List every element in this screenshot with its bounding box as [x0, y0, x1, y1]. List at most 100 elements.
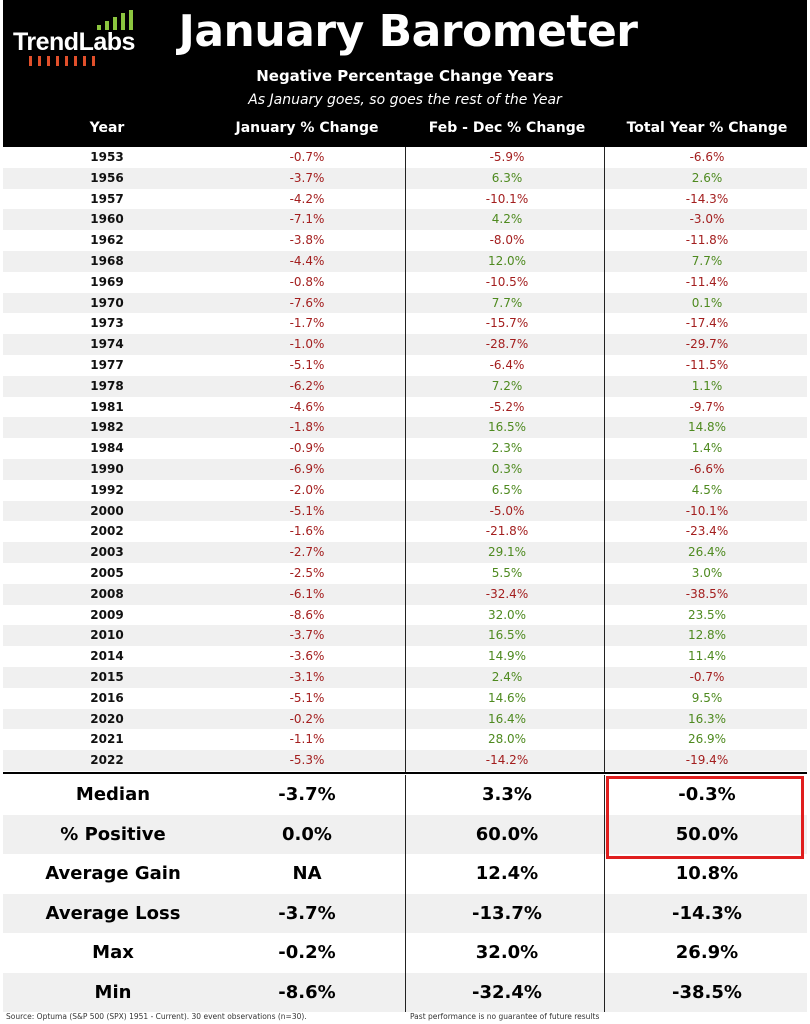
summary-total-cell: -0.3%: [678, 784, 736, 805]
page-title: January Barometer: [178, 6, 638, 57]
summary-feb-dec-cell: 32.0%: [475, 942, 539, 963]
total-year-change-cell: -0.7%: [689, 669, 725, 684]
year-cell: 2016: [90, 690, 124, 705]
january-change-cell: -0.8%: [289, 274, 325, 289]
total-year-change-cell: -11.4%: [685, 274, 729, 289]
table-row: 1981 -4.6% -5.2% -9.7%: [3, 397, 807, 418]
summary-feb-dec-cell: 60.0%: [475, 823, 539, 845]
january-change-cell: -0.2%: [289, 711, 325, 726]
year-cell: 2003: [90, 545, 124, 560]
summary-label: % Positive: [60, 823, 166, 845]
january-change-cell: -3.1%: [289, 669, 325, 684]
summary-january-cell: 0.0%: [282, 823, 332, 845]
table-row: 1957 -4.2% -10.1% -14.3%: [3, 189, 807, 210]
column-header-year: Year: [89, 120, 125, 136]
total-year-change-cell: -6.6%: [689, 150, 725, 164]
feb-dec-change-cell: 16.4%: [487, 711, 527, 726]
table-row: 2014 -3.6% 14.9% 11.4%: [3, 646, 807, 667]
feb-dec-change-cell: -28.7%: [485, 337, 529, 352]
summary-january-cell: -3.7%: [278, 902, 336, 924]
table-divider: [3, 772, 807, 774]
january-change-cell: -5.1%: [289, 357, 325, 372]
january-change-cell: -0.9%: [289, 441, 325, 456]
logo-text: TrendLabs: [13, 28, 135, 56]
table-row: 1992 -2.0% 6.5% 4.5%: [3, 480, 807, 501]
summary-label: Max: [92, 942, 134, 963]
feb-dec-change-cell: 16.5%: [487, 628, 527, 643]
feb-dec-change-cell: -8.0%: [489, 233, 525, 248]
year-cell: 1970: [90, 295, 124, 310]
year-cell: 2008: [90, 586, 124, 601]
feb-dec-change-cell: 4.2%: [491, 212, 523, 227]
feb-dec-change-cell: -21.8%: [485, 524, 529, 539]
year-cell: 2022: [90, 753, 124, 768]
column-header-feb-dec: Feb - Dec % Change: [428, 120, 586, 136]
feb-dec-change-cell: 0.3%: [491, 461, 523, 476]
total-year-change-cell: -9.7%: [689, 399, 725, 414]
feb-dec-change-cell: -5.9%: [489, 150, 525, 164]
summary-total-cell: 26.9%: [675, 942, 739, 963]
header-banner: TrendLabs January Barometer Negative Per…: [3, 0, 807, 147]
january-change-cell: -1.6%: [289, 524, 325, 539]
column-divider: [604, 147, 605, 772]
january-change-cell: -6.1%: [289, 586, 325, 601]
total-year-change-cell: 16.3%: [687, 711, 727, 726]
year-cell: 1973: [90, 316, 124, 331]
summary-total-cell: 50.0%: [675, 823, 739, 845]
feb-dec-change-cell: 14.9%: [487, 649, 527, 664]
feb-dec-change-cell: 5.5%: [491, 565, 523, 580]
column-divider: [604, 775, 605, 1012]
year-cell: 2021: [90, 732, 124, 747]
year-cell: 2002: [90, 524, 124, 539]
feb-dec-change-cell: -32.4%: [485, 586, 529, 601]
feb-dec-change-cell: 7.7%: [491, 295, 523, 310]
year-cell: 1962: [90, 233, 124, 248]
summary-label: Average Gain: [45, 863, 181, 884]
summary-row: Max -0.2% 32.0% 26.9%: [3, 933, 807, 973]
feb-dec-change-cell: 29.1%: [487, 545, 527, 560]
summary-label: Average Loss: [45, 902, 181, 924]
feb-dec-change-cell: -5.2%: [489, 399, 525, 414]
total-year-change-cell: 2.6%: [691, 170, 723, 185]
summary-row: Average Gain NA 12.4% 10.8%: [3, 854, 807, 894]
table-row: 1962 -3.8% -8.0% -11.8%: [3, 230, 807, 251]
total-year-change-cell: -14.3%: [685, 191, 729, 206]
summary-feb-dec-cell: 3.3%: [482, 784, 532, 805]
january-change-cell: -0.7%: [289, 150, 325, 164]
january-change-cell: -6.9%: [289, 461, 325, 476]
total-year-change-cell: 7.7%: [691, 253, 723, 268]
feb-dec-change-cell: 12.0%: [487, 253, 527, 268]
feb-dec-change-cell: -6.4%: [489, 357, 525, 372]
year-cell: 2010: [90, 628, 124, 643]
january-change-cell: -7.6%: [289, 295, 325, 310]
highlight-box: [606, 776, 804, 859]
table-row: 2002 -1.6% -21.8% -23.4%: [3, 521, 807, 542]
feb-dec-change-cell: 16.5%: [487, 420, 527, 435]
summary-row: Median -3.7% 3.3% -0.3%: [3, 775, 807, 815]
table-row: 2009 -8.6% 32.0% 23.5%: [3, 605, 807, 626]
column-divider: [405, 147, 406, 772]
table-row: 1984 -0.9% 2.3% 1.4%: [3, 438, 807, 459]
year-cell: 1982: [90, 420, 124, 435]
total-year-change-cell: 26.9%: [687, 732, 727, 747]
january-change-cell: -2.7%: [289, 545, 325, 560]
table-row: 1977 -5.1% -6.4% -11.5%: [3, 355, 807, 376]
year-cell: 1953: [90, 150, 124, 164]
summary-total-cell: -38.5%: [672, 981, 742, 1003]
summary-january-cell: -3.7%: [278, 784, 336, 805]
feb-dec-change-cell: 28.0%: [487, 732, 527, 747]
year-cell: 1960: [90, 212, 124, 227]
feb-dec-change-cell: 14.6%: [487, 690, 527, 705]
total-year-change-cell: 26.4%: [687, 545, 727, 560]
feb-dec-change-cell: 2.3%: [491, 441, 523, 456]
total-year-change-cell: 3.0%: [691, 565, 723, 580]
january-change-cell: -4.4%: [289, 253, 325, 268]
total-year-change-cell: 0.1%: [691, 295, 723, 310]
year-cell: 1969: [90, 274, 124, 289]
january-change-cell: -6.2%: [289, 378, 325, 393]
year-cell: 2009: [90, 607, 124, 622]
feb-dec-change-cell: 6.5%: [491, 482, 523, 497]
column-header-january: January % Change: [235, 120, 379, 136]
total-year-change-cell: -3.0%: [689, 212, 725, 227]
table-row: 2005 -2.5% 5.5% 3.0%: [3, 563, 807, 584]
